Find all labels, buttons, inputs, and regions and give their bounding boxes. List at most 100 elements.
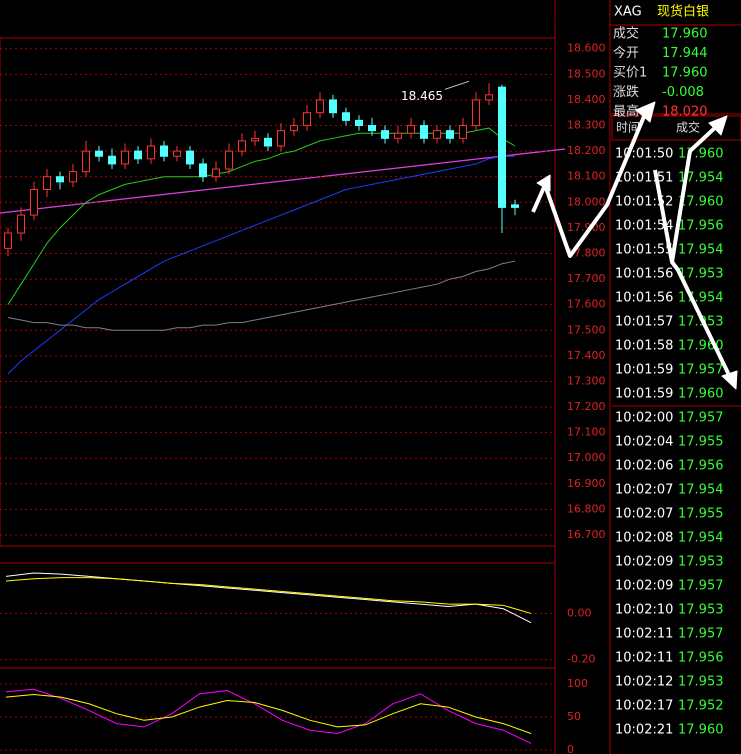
y-tick-label: 17.900 — [567, 221, 606, 234]
candle-body — [342, 112, 350, 121]
main-frame — [0, 37, 556, 547]
y-tick-label: 17.000 — [567, 451, 606, 464]
trade-price: 17.953 — [678, 603, 724, 618]
trade-time: 10:01:55 — [615, 243, 673, 258]
trade-price: 17.960 — [678, 723, 724, 738]
y-tick-label: 17.200 — [567, 400, 606, 413]
moving-average — [7, 260, 516, 331]
candle-body — [472, 99, 480, 127]
y-tick-label: 16.700 — [567, 528, 606, 541]
candle-body — [95, 150, 103, 157]
annotation-arrows — [531, 101, 738, 390]
quote-value: 18.020 — [662, 105, 708, 120]
y-tick-label: 0.00 — [567, 606, 592, 619]
trade-time: 10:02:07 — [615, 483, 673, 498]
arrow-head — [721, 370, 738, 390]
quote-label: 成交 — [613, 26, 639, 42]
trade-time: 10:01:59 — [615, 387, 673, 402]
trade-time: 10:02:07 — [615, 507, 673, 522]
trade-time: 10:02:11 — [615, 651, 673, 666]
candle-body — [121, 150, 129, 165]
candle-body — [134, 150, 142, 160]
arrow-head — [635, 101, 656, 123]
candle-body — [251, 137, 259, 142]
candle-body — [4, 232, 12, 249]
y-tick-label: 50 — [567, 710, 581, 723]
trade-price: 17.956 — [678, 219, 724, 234]
trade-price: 17.954 — [678, 243, 724, 258]
arrow-head — [536, 174, 551, 192]
y-tick-label: 17.400 — [567, 349, 606, 362]
trade-time: 10:01:56 — [615, 291, 673, 306]
indicator-line — [5, 572, 532, 624]
trade-price: 17.957 — [678, 363, 724, 378]
candle-body — [511, 204, 519, 208]
trade-price: 17.953 — [678, 315, 724, 330]
quote-value: 17.960 — [662, 27, 708, 42]
candle-body — [316, 99, 324, 114]
candle-body — [446, 130, 454, 139]
candle-body — [199, 163, 207, 178]
trade-time: 10:01:51 — [615, 171, 673, 186]
candle-body — [368, 125, 376, 132]
quote-value: -0.008 — [662, 85, 704, 100]
trade-time: 10:02:10 — [615, 603, 673, 618]
trade-time: 10:02:21 — [615, 723, 673, 738]
candle-body — [381, 130, 389, 139]
trade-time: 10:01:59 — [615, 363, 673, 378]
candle-body — [225, 150, 233, 170]
trade-time: 10:02:09 — [615, 579, 673, 594]
trade-time: 10:02:06 — [615, 459, 673, 474]
candle-body — [433, 130, 441, 139]
y-tick-label: 100 — [567, 677, 588, 690]
indicator-line — [5, 688, 532, 744]
trade-price: 17.954 — [678, 483, 724, 498]
candle-body — [264, 137, 272, 147]
moving-average — [7, 155, 515, 375]
trade-price: 17.952 — [678, 699, 724, 714]
indicator-line — [5, 577, 532, 614]
trade-price: 17.960 — [678, 147, 724, 162]
header-price: 成交 — [676, 120, 700, 135]
high-annotation: 18.465 — [401, 89, 443, 103]
quote-value: 17.944 — [662, 46, 708, 61]
candle-body — [290, 125, 298, 132]
trade-time: 10:02:04 — [615, 435, 673, 450]
trade-price: 17.957 — [678, 411, 724, 426]
quote-label: 涨跌 — [613, 84, 639, 100]
y-tick-label: 18.100 — [567, 170, 606, 183]
arrow-head — [708, 115, 728, 136]
candle-body — [329, 99, 337, 114]
y-tick-label: 18.200 — [567, 144, 606, 157]
candle-body — [186, 150, 194, 165]
y-tick-label: 16.800 — [567, 502, 606, 515]
y-tick-label: 18.500 — [567, 67, 606, 80]
instrument-name: 现货白银 — [657, 4, 709, 20]
y-tick-label: -0.20 — [567, 653, 595, 666]
trade-price: 17.957 — [678, 627, 724, 642]
y-tick-label: 17.700 — [567, 272, 606, 285]
candle-body — [420, 125, 428, 139]
trade-time: 10:02:00 — [615, 411, 673, 426]
trade-price: 17.953 — [678, 675, 724, 690]
trade-price: 17.957 — [678, 579, 724, 594]
quote-label: 今开 — [613, 45, 639, 61]
candle-body — [303, 112, 311, 127]
y-tick-label: 18.000 — [567, 195, 606, 208]
candle-body — [69, 171, 77, 183]
trade-price: 17.953 — [678, 267, 724, 282]
trades-header — [611, 115, 741, 141]
candle-body — [407, 125, 415, 134]
y-tick-label: 17.500 — [567, 323, 606, 336]
y-tick-label: 17.600 — [567, 298, 606, 311]
trendline — [0, 148, 566, 214]
header-time: 时间 — [616, 121, 640, 135]
trade-time: 10:01:54 — [615, 219, 673, 234]
candle-body — [355, 119, 363, 127]
candle-body — [238, 140, 246, 152]
trade-time: 10:01:50 — [615, 147, 673, 162]
candle-body — [498, 86, 506, 208]
trade-time: 10:01:52 — [615, 195, 673, 210]
candle-body — [212, 168, 220, 178]
trade-price: 17.954 — [678, 531, 724, 546]
